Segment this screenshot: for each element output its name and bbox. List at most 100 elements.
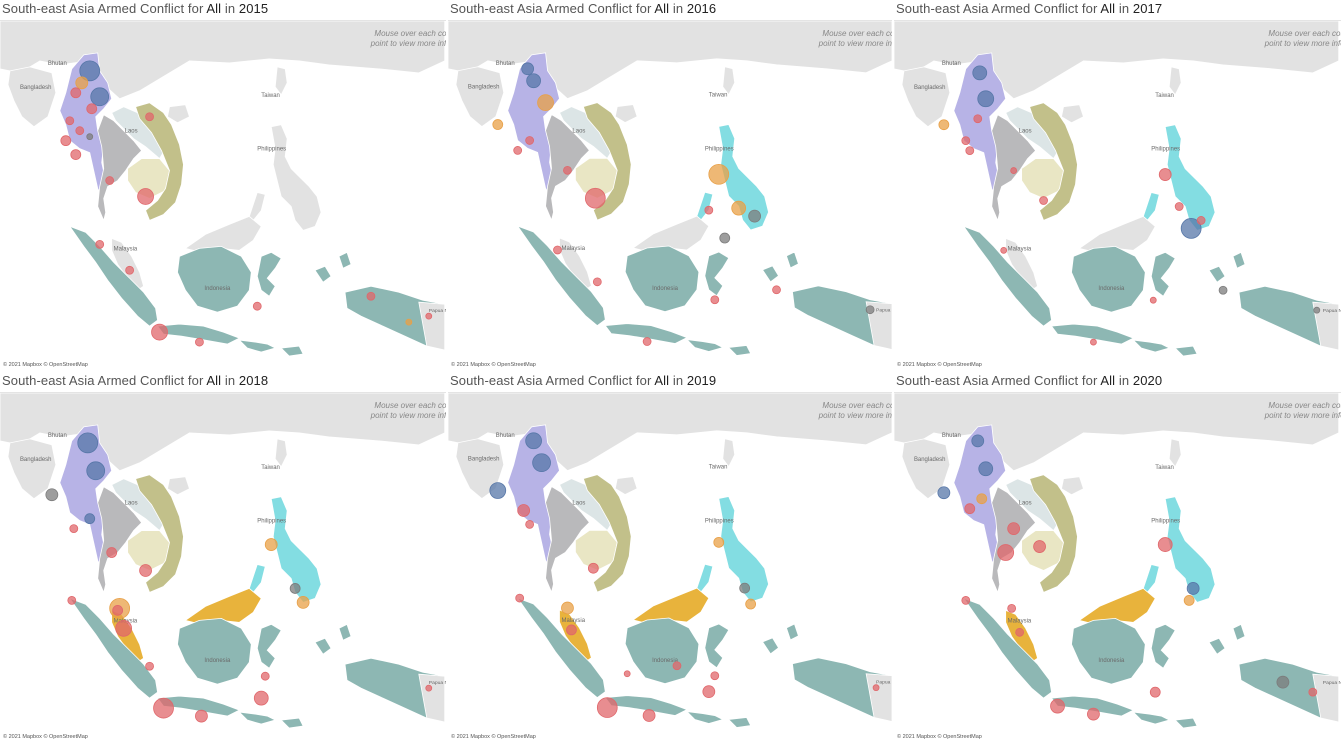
land-taiwan[interactable] <box>722 438 736 468</box>
country-philippines[interactable] <box>248 496 322 603</box>
conflict-marker[interactable] <box>86 103 98 115</box>
conflict-marker[interactable] <box>872 684 880 692</box>
conflict-marker[interactable] <box>253 690 269 706</box>
conflict-marker[interactable] <box>1039 196 1048 205</box>
country-malaysia-peninsula[interactable] <box>1005 609 1039 663</box>
land-bangladesh[interactable] <box>901 66 951 128</box>
country-indonesia-maluku[interactable] <box>761 251 799 283</box>
land-bangladesh[interactable] <box>455 66 505 128</box>
conflict-marker[interactable] <box>526 73 541 89</box>
country-vietnam[interactable] <box>135 102 184 221</box>
conflict-marker[interactable] <box>584 187 606 209</box>
country-thailand[interactable] <box>97 114 143 222</box>
country-indonesia-maluku[interactable] <box>761 623 799 655</box>
conflict-marker[interactable] <box>1149 296 1157 304</box>
country-indonesia-sulawesi[interactable] <box>256 251 282 297</box>
land-hainan[interactable] <box>1061 476 1084 496</box>
country-indonesia-sumatra[interactable] <box>68 597 158 699</box>
conflict-marker[interactable] <box>489 482 507 499</box>
map-canvas[interactable]: Bhutan Bangladesh Taiwan Laos Philippines Mal… <box>448 20 892 370</box>
conflict-marker[interactable] <box>972 65 988 81</box>
country-indonesia-maluku[interactable] <box>1208 251 1246 283</box>
country-indonesia-borneo[interactable] <box>1071 617 1146 685</box>
country-malaysia-peninsula[interactable] <box>559 237 592 291</box>
country-vietnam[interactable] <box>135 474 184 593</box>
country-indonesia-java[interactable] <box>604 695 688 716</box>
conflict-marker[interactable] <box>289 583 301 594</box>
country-indonesia-java[interactable] <box>156 323 241 345</box>
conflict-marker[interactable] <box>997 544 1015 561</box>
conflict-marker[interactable] <box>195 709 208 723</box>
country-indonesia-sulawesi[interactable] <box>704 251 730 297</box>
country-malaysia-peninsula[interactable] <box>1005 237 1039 291</box>
country-indonesia-maluku[interactable] <box>314 251 352 283</box>
land-china[interactable] <box>894 393 1340 472</box>
conflict-marker[interactable] <box>1183 595 1195 606</box>
conflict-marker[interactable] <box>1196 216 1206 225</box>
conflict-marker[interactable] <box>45 488 59 502</box>
conflict-marker[interactable] <box>79 60 101 82</box>
conflict-marker[interactable] <box>125 265 135 275</box>
conflict-marker[interactable] <box>521 62 535 76</box>
conflict-marker[interactable] <box>563 165 572 175</box>
conflict-marker[interactable] <box>731 200 747 216</box>
land-papua-new-guinea[interactable] <box>1312 301 1340 351</box>
land-taiwan[interactable] <box>1168 438 1182 468</box>
conflict-marker[interactable] <box>405 318 413 326</box>
conflict-marker[interactable] <box>642 337 652 346</box>
country-indonesia-sulawesi[interactable] <box>256 623 282 669</box>
map-canvas[interactable]: Bhutan Bangladesh Taiwan Laos Philippines Mal… <box>0 20 446 370</box>
country-philippines[interactable] <box>1142 124 1216 231</box>
country-indonesia-lesser[interactable] <box>238 711 304 729</box>
country-indonesia-lesser[interactable] <box>685 711 752 728</box>
conflict-marker[interactable] <box>75 126 85 136</box>
conflict-marker[interactable] <box>296 596 310 609</box>
conflict-marker[interactable] <box>252 301 262 311</box>
land-hainan[interactable] <box>167 476 190 496</box>
conflict-marker[interactable] <box>86 133 94 141</box>
conflict-marker[interactable] <box>1276 675 1290 689</box>
land-taiwan[interactable] <box>274 438 288 468</box>
land-hainan[interactable] <box>614 476 638 495</box>
conflict-marker[interactable] <box>561 601 574 615</box>
conflict-marker[interactable] <box>704 205 714 215</box>
country-indonesia-lesser[interactable] <box>1132 339 1198 357</box>
conflict-marker[interactable] <box>971 434 985 448</box>
conflict-marker[interactable] <box>592 277 602 287</box>
land-china[interactable] <box>894 21 1340 100</box>
conflict-marker[interactable] <box>772 285 781 295</box>
conflict-marker[interactable] <box>145 661 154 671</box>
conflict-marker[interactable] <box>137 188 154 205</box>
conflict-marker[interactable] <box>672 661 682 671</box>
conflict-marker[interactable] <box>145 112 154 122</box>
conflict-marker[interactable] <box>566 624 577 636</box>
conflict-marker[interactable] <box>961 596 971 605</box>
conflict-marker[interactable] <box>965 146 975 156</box>
conflict-marker[interactable] <box>195 337 204 347</box>
country-thailand[interactable] <box>991 486 1037 594</box>
country-indonesia-lesser[interactable] <box>1132 711 1198 729</box>
conflict-marker[interactable] <box>739 582 751 594</box>
country-thailand[interactable] <box>545 485 590 594</box>
country-indonesia-sumatra[interactable] <box>516 597 606 699</box>
conflict-marker[interactable] <box>961 136 971 146</box>
conflict-marker[interactable] <box>745 598 757 610</box>
conflict-marker[interactable] <box>1158 168 1172 181</box>
conflict-marker[interactable] <box>1007 522 1021 535</box>
conflict-marker[interactable] <box>65 116 75 126</box>
country-indonesia-java[interactable] <box>604 323 688 344</box>
land-bangladesh[interactable] <box>7 66 57 128</box>
land-china[interactable] <box>0 21 446 100</box>
conflict-marker[interactable] <box>77 432 99 454</box>
country-indonesia-borneo[interactable] <box>177 617 252 685</box>
country-philippines[interactable] <box>696 496 769 603</box>
conflict-marker[interactable] <box>710 295 720 305</box>
conflict-marker[interactable] <box>748 209 761 223</box>
country-indonesia-borneo[interactable] <box>624 245 700 313</box>
map-canvas[interactable]: Bhutan Bangladesh Taiwan Laos Philippines Mal… <box>894 392 1341 742</box>
conflict-marker[interactable] <box>1308 687 1318 697</box>
conflict-marker[interactable] <box>553 245 562 255</box>
land-taiwan[interactable] <box>1168 66 1182 96</box>
conflict-marker[interactable] <box>513 146 523 155</box>
country-indonesia-sulawesi[interactable] <box>704 623 730 669</box>
